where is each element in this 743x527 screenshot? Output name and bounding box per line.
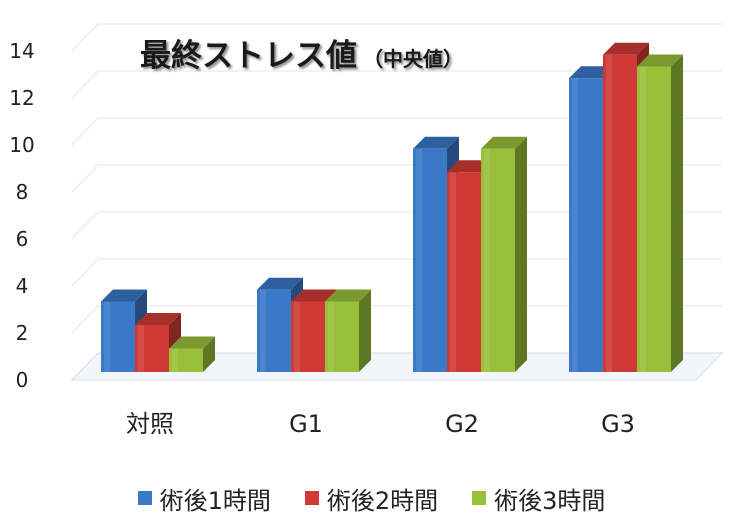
legend: 術後1時間 術後2時間 術後3時間 xyxy=(0,480,743,516)
gridline-side xyxy=(71,70,99,99)
gridline-side xyxy=(71,23,99,52)
legend-item: 術後3時間 xyxy=(472,481,605,516)
chart-title-block: 最終ストレス値 （中央値） xyxy=(140,30,463,75)
y-tick-label: 12 xyxy=(9,86,34,110)
bar-1-2 xyxy=(325,289,371,372)
legend-label: 術後3時間 xyxy=(494,486,606,515)
chart-area: 0 2 4 6 8 10 12 14 対照 G1 G2 G3 xyxy=(9,23,724,438)
chart-floor xyxy=(70,352,724,381)
x-tick-label: G3 xyxy=(601,410,635,438)
y-tick-label: 2 xyxy=(16,321,29,345)
x-axis-ticks: 対照 G1 G2 G3 xyxy=(126,410,635,438)
y-tick-label: 4 xyxy=(16,274,29,298)
bar-0-1 xyxy=(135,313,181,372)
y-tick-label: 14 xyxy=(9,39,34,63)
gridline-side xyxy=(71,211,99,240)
x-tick-label: 対照 xyxy=(126,410,174,438)
legend-item: 術後1時間 xyxy=(137,481,271,516)
chart-subtitle: （中央値） xyxy=(363,47,463,71)
x-tick-label: G1 xyxy=(289,410,323,438)
legend-item: 術後2時間 xyxy=(304,481,439,516)
bar-2-2 xyxy=(481,136,527,372)
gridline-side xyxy=(71,258,99,287)
x-tick-label: G2 xyxy=(445,410,479,438)
gridline-side xyxy=(71,117,99,146)
gridline-side xyxy=(71,164,99,193)
y-tick-label: 10 xyxy=(9,133,34,157)
legend-swatch xyxy=(472,491,487,505)
gridline-side xyxy=(71,305,99,334)
legend-label: 術後2時間 xyxy=(326,486,439,515)
legend-swatch xyxy=(137,491,152,505)
y-axis-ticks: 0 2 4 6 8 10 12 14 xyxy=(9,39,34,392)
chart-title: 最終ストレス値 xyxy=(140,38,357,74)
bars xyxy=(101,42,683,372)
y-tick-label: 8 xyxy=(16,180,29,204)
legend-swatch xyxy=(304,491,319,505)
bar-0-2 xyxy=(169,336,215,372)
y-tick-label: 6 xyxy=(16,227,29,251)
y-tick-label: 0 xyxy=(16,368,29,392)
bar-3-2 xyxy=(637,54,683,372)
legend-label: 術後1時間 xyxy=(159,486,271,515)
